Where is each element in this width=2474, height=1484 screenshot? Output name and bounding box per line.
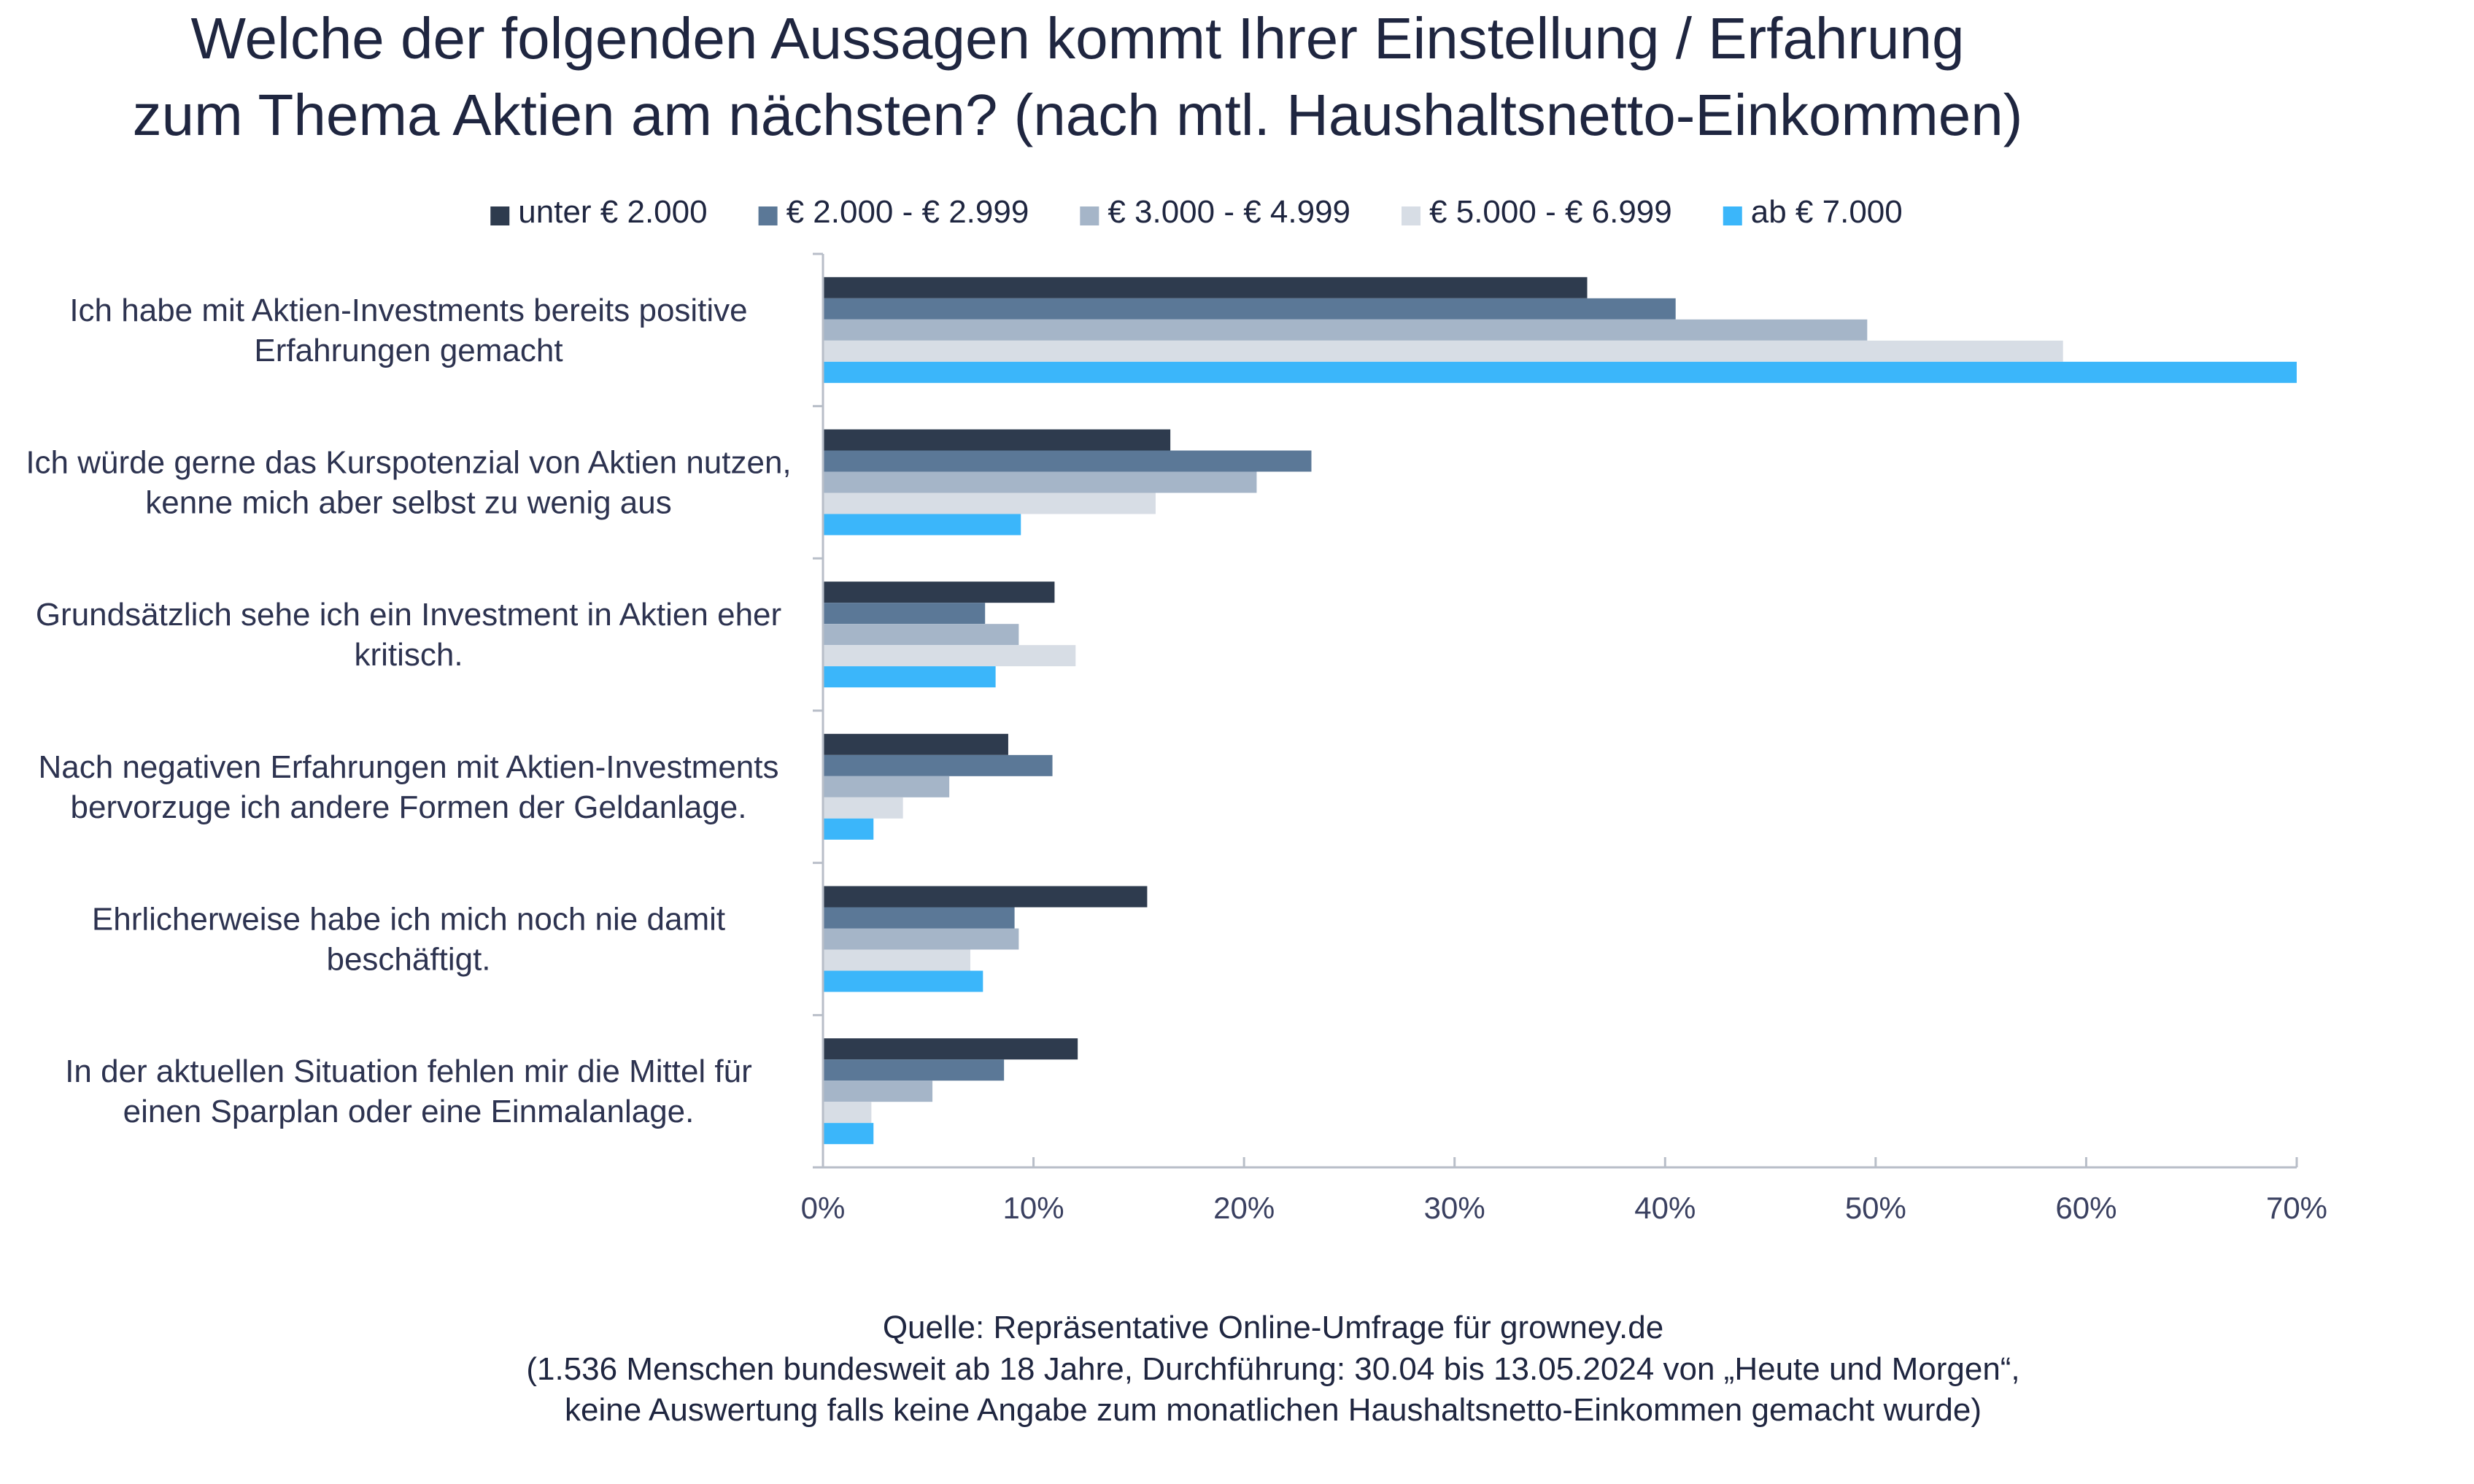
legend-item: € 5.000 - € 6.999 <box>1402 194 1672 230</box>
bar-cat1-series1 <box>823 277 1588 298</box>
source-line-1: Quelle: Repräsentative Online-Umfrage fü… <box>883 1310 1663 1345</box>
bar-cat3-series5 <box>823 666 996 688</box>
legend-item: € 3.000 - € 4.999 <box>1080 194 1350 230</box>
x-tick-label: 70% <box>2266 1191 2327 1225</box>
x-tick-label: 50% <box>1845 1191 1906 1225</box>
bar-cat3-series2 <box>823 603 986 625</box>
legend-item: € 2.000 - € 2.999 <box>758 194 1029 230</box>
category-label: Grundsätzlich sehe ich ein Investment in… <box>36 597 781 633</box>
bar-cat1-series3 <box>823 319 1868 341</box>
legend-label: € 2.000 - € 2.999 <box>786 194 1029 230</box>
x-tick-label: 10% <box>1003 1191 1064 1225</box>
legend-label: € 3.000 - € 4.999 <box>1107 194 1350 230</box>
bar-cat3-series1 <box>823 581 1055 603</box>
bar-cat5-series2 <box>823 907 1015 929</box>
bar-cat6-series3 <box>823 1081 933 1102</box>
bar-cat1-series5 <box>823 361 2297 383</box>
category-label: Nach negativen Erfahrungen mit Aktien-In… <box>39 749 779 785</box>
legend-label: unter € 2.000 <box>518 194 707 230</box>
chart-title-line-1: Welche der folgenden Aussagen kommt Ihre… <box>190 6 1964 71</box>
bar-cat5-series4 <box>823 949 970 971</box>
category-label: einen Sparplan oder eine Einmalanlage. <box>123 1094 695 1129</box>
bar-cat2-series5 <box>823 514 1021 536</box>
category-label: In der aktuellen Situation fehlen mir di… <box>65 1054 752 1089</box>
category-label: Erfahrungen gemacht <box>254 333 563 368</box>
bar-cat4-series3 <box>823 776 950 797</box>
bar-cat4-series4 <box>823 797 903 819</box>
legend-swatch <box>1402 206 1421 225</box>
x-tick-label: 20% <box>1213 1191 1275 1225</box>
bar-cat4-series1 <box>823 733 1008 755</box>
category-label: kenne mich aber selbst zu wenig aus <box>145 485 672 521</box>
legend-item: ab € 7.000 <box>1723 194 1903 230</box>
x-tick-label: 60% <box>2055 1191 2117 1225</box>
bar-cat1-series2 <box>823 298 1676 320</box>
source-line-2: (1.536 Menschen bundesweit ab 18 Jahre, … <box>526 1351 2019 1387</box>
category-label: kritisch. <box>354 637 463 673</box>
legend-swatch <box>1080 206 1099 225</box>
x-tick-label: 0% <box>801 1191 846 1225</box>
bar-cat2-series1 <box>823 429 1171 451</box>
chart-title-line-2: zum Thema Aktien am nächsten? (nach mtl.… <box>133 82 2023 147</box>
bar-cat5-series1 <box>823 886 1148 908</box>
category-label: beschäftigt. <box>326 942 490 978</box>
legend-swatch <box>758 206 778 225</box>
legend-swatch <box>1723 206 1742 225</box>
axes: 0% 10% 20% 30% 40% 50% 60% 70% <box>801 252 2327 1225</box>
bar-cat2-series2 <box>823 450 1312 472</box>
bar-cat6-series5 <box>823 1123 874 1145</box>
bar-cat2-series4 <box>823 492 1156 514</box>
bar-cat4-series2 <box>823 754 1053 776</box>
bar-cat3-series3 <box>823 624 1019 646</box>
bar-cat4-series5 <box>823 818 874 840</box>
bar-cat6-series2 <box>823 1059 1005 1081</box>
bar-cat6-series1 <box>823 1038 1078 1060</box>
category-label: Ich habe mit Aktien-Investments bereits … <box>69 293 747 328</box>
bar-cat3-series4 <box>823 645 1076 667</box>
legend-label: ab € 7.000 <box>1751 194 1903 230</box>
chart-title: Welche der folgenden Aussagen kommt Ihre… <box>133 6 2023 147</box>
legend-swatch <box>490 206 510 225</box>
bar-cat1-series4 <box>823 340 2063 362</box>
category-label: Ich würde gerne das Kurspotenzial von Ak… <box>26 445 791 481</box>
category-label: Ehrlicherweise habe ich mich noch nie da… <box>92 902 725 938</box>
bar-cat2-series3 <box>823 471 1257 493</box>
legend: unter € 2.000 € 2.000 - € 2.999 € 3.000 - … <box>490 194 1903 230</box>
x-tick-label: 30% <box>1424 1191 1485 1225</box>
bar-cat5-series5 <box>823 970 983 992</box>
category-labels: Ich habe mit Aktien-Investments bereits … <box>26 293 791 1129</box>
bar-cat6-series4 <box>823 1102 872 1124</box>
source-line-3: keine Auswertung falls keine Angabe zum … <box>565 1392 1982 1428</box>
source-note: Quelle: Repräsentative Online-Umfrage fü… <box>526 1310 2019 1428</box>
x-tick-label: 40% <box>1634 1191 1696 1225</box>
legend-label: € 5.000 - € 6.999 <box>1429 194 1672 230</box>
legend-item: unter € 2.000 <box>490 194 708 230</box>
category-label: bervorzuge ich andere Formen der Geldanl… <box>71 789 747 825</box>
bar-cat5-series3 <box>823 928 1019 950</box>
bars <box>823 277 2297 1145</box>
